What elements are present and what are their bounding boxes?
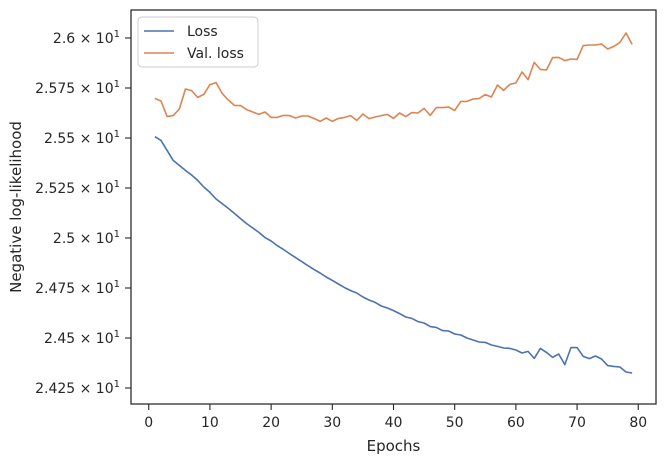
- x-tick-label: 70: [568, 415, 586, 431]
- y-tick-label: 2.45 × 101: [44, 329, 120, 347]
- legend-label: Loss: [187, 24, 218, 40]
- x-tick-label: 40: [385, 415, 403, 431]
- x-tick-label: 0: [144, 415, 153, 431]
- plot-frame: [130, 9, 657, 405]
- series-layer: [154, 32, 633, 374]
- plot-area: [130, 9, 657, 405]
- y-tick-label: 2.475 × 101: [35, 279, 120, 297]
- y-tick-label: 2.6 × 101: [53, 29, 120, 47]
- legend-label: Val. loss: [187, 46, 244, 62]
- x-tick-label: 80: [629, 415, 647, 431]
- y-axis-label: Negative log-likelihood: [7, 121, 25, 293]
- y-tick-label: 2.525 × 101: [35, 179, 120, 197]
- x-tick-label: 20: [262, 415, 280, 431]
- legend-box: [137, 16, 259, 68]
- y-axis-ticks: 2.425 × 101 2.45 × 101 2.475 × 101 2.5 × 10…: [35, 29, 131, 397]
- y-tick-label: 2.575 × 101: [35, 79, 120, 97]
- x-axis-ticks: 0 10 20 30 40 50 60 70 80: [144, 404, 647, 431]
- series-line-loss: [154, 135, 633, 374]
- x-tick-label: 50: [446, 415, 464, 431]
- y-tick-label: 2.425 × 101: [35, 379, 120, 397]
- x-tick-label: 30: [323, 415, 341, 431]
- x-tick-label: 60: [507, 415, 525, 431]
- y-tick-label: 2.55 × 101: [44, 129, 120, 147]
- series-line-val-loss: [154, 32, 633, 123]
- legend: Loss Val. loss: [137, 16, 259, 68]
- x-axis-label: Epochs: [367, 437, 421, 455]
- y-tick-label: 2.5 × 101: [53, 229, 120, 247]
- x-tick-label: 10: [201, 415, 219, 431]
